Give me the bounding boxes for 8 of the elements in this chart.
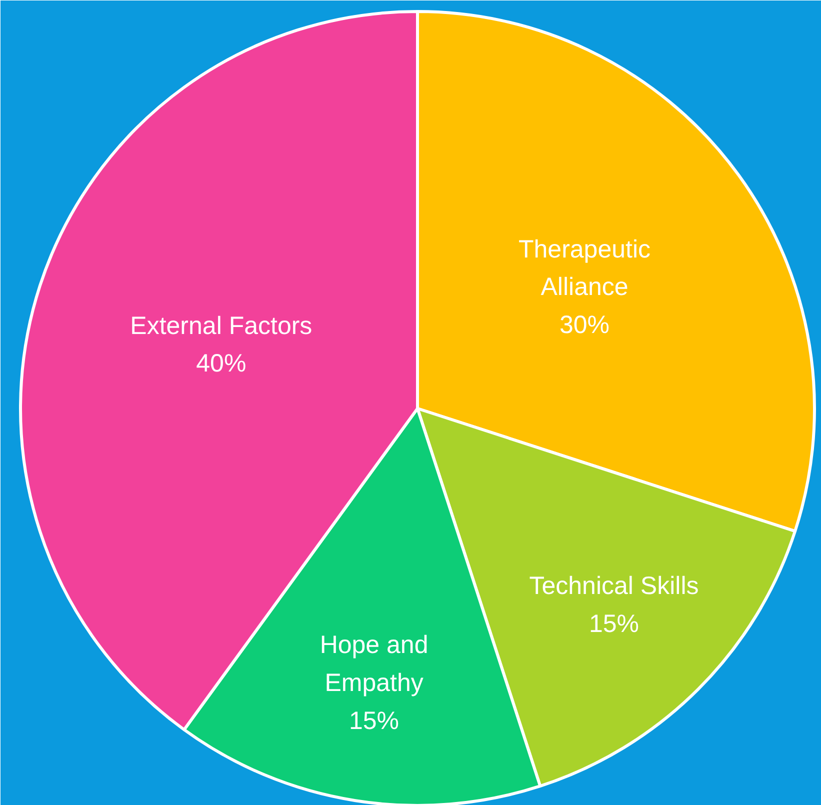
slice-label: Hope and Empathy xyxy=(320,631,428,697)
data-label: 15% xyxy=(588,610,640,638)
data-label: 40% xyxy=(196,350,246,378)
slice-label: External Factors xyxy=(130,312,312,340)
data-label: 30% xyxy=(559,310,610,339)
slice-label: Technical Skills xyxy=(529,572,699,600)
data-label: 15% xyxy=(349,706,400,735)
slice-label: Therapeutic Alliance xyxy=(518,235,651,302)
